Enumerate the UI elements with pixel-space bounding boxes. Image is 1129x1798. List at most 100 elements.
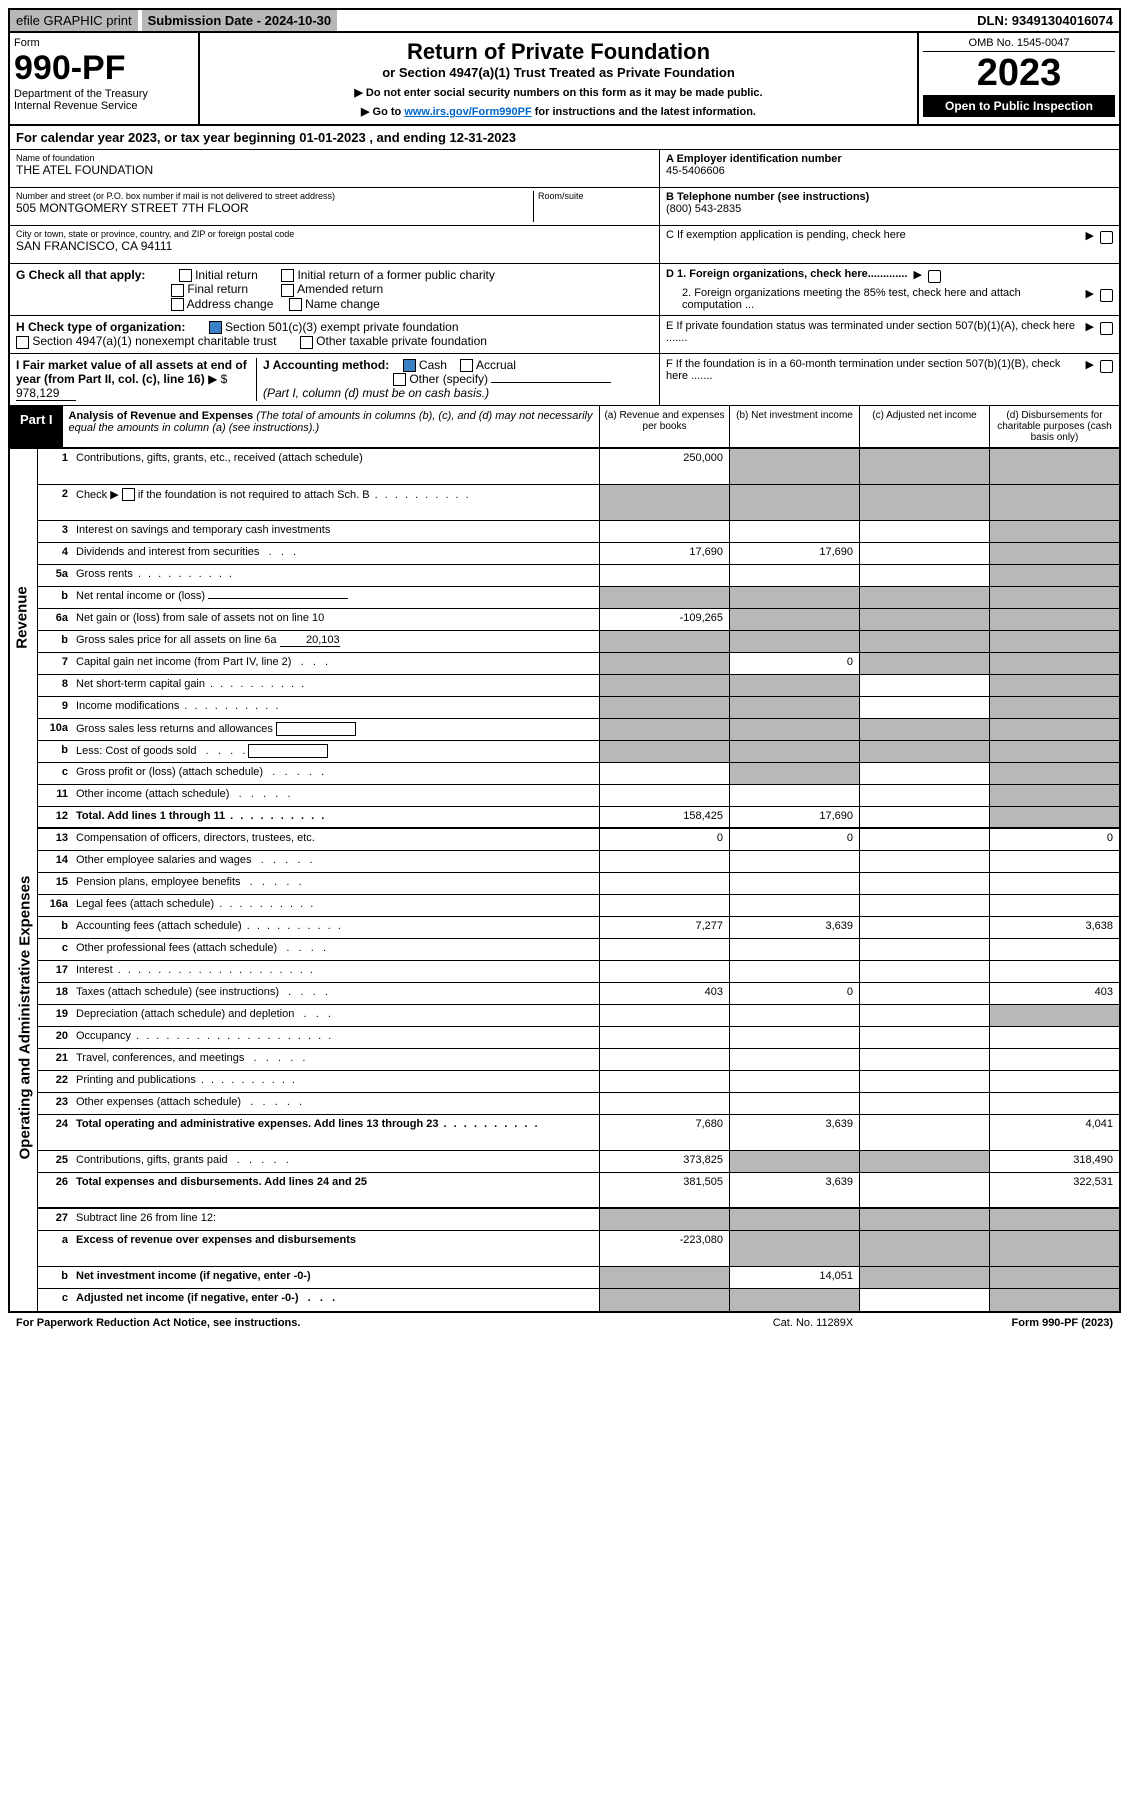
s501-checkbox[interactable] <box>209 321 222 334</box>
foundation-name: THE ATEL FOUNDATION <box>16 163 653 177</box>
table-row: cAdjusted net income (if negative, enter… <box>38 1289 1119 1311</box>
ein-label: A Employer identification number <box>666 153 842 165</box>
table-row: 9Income modifications <box>38 697 1119 719</box>
pra-notice: For Paperwork Reduction Act Notice, see … <box>16 1317 713 1329</box>
main-table: Revenue Operating and Administrative Exp… <box>8 449 1121 1313</box>
ein-value: 45-5406606 <box>666 165 725 177</box>
table-row: 26Total expenses and disbursements. Add … <box>38 1173 1119 1209</box>
dln: DLN: 93491304016074 <box>971 10 1119 31</box>
page-footer: For Paperwork Reduction Act Notice, see … <box>8 1313 1121 1333</box>
table-row: cOther professional fees (attach schedul… <box>38 939 1119 961</box>
form-subtitle: or Section 4947(a)(1) Trust Treated as P… <box>206 65 911 80</box>
col-d-header: (d) Disbursements for charitable purpose… <box>989 406 1119 447</box>
table-row: 17Interest <box>38 961 1119 983</box>
instruction-1: ▶ Do not enter social security numbers o… <box>206 86 911 99</box>
d1-checkbox[interactable] <box>928 270 941 283</box>
top-bar: efile GRAPHIC print Submission Date - 20… <box>8 8 1121 33</box>
amended-checkbox[interactable] <box>281 284 294 297</box>
table-row: aExcess of revenue over expenses and dis… <box>38 1231 1119 1267</box>
table-row: 24Total operating and administrative exp… <box>38 1115 1119 1151</box>
calendar-year: For calendar year 2023, or tax year begi… <box>8 126 1121 150</box>
address: 505 MONTGOMERY STREET 7TH FLOOR <box>16 201 533 215</box>
form-title: Return of Private Foundation <box>206 39 911 65</box>
table-row: 7Capital gain net income (from Part IV, … <box>38 653 1119 675</box>
table-row: 13Compensation of officers, directors, t… <box>38 829 1119 851</box>
city-label: City or town, state or province, country… <box>16 229 653 239</box>
table-row: bNet investment income (if negative, ent… <box>38 1267 1119 1289</box>
efile-label: efile GRAPHIC print <box>10 10 138 31</box>
revenue-label: Revenue <box>14 567 31 667</box>
table-row: 6aNet gain or (loss) from sale of assets… <box>38 609 1119 631</box>
tax-year: 2023 <box>923 52 1115 95</box>
room-label: Room/suite <box>538 191 653 201</box>
part1-header: Part I Analysis of Revenue and Expenses … <box>8 406 1121 449</box>
form-link[interactable]: www.irs.gov/Form990PF <box>404 106 531 118</box>
table-row: 1Contributions, gifts, grants, etc., rec… <box>38 449 1119 485</box>
table-row: 14Other employee salaries and wages . . … <box>38 851 1119 873</box>
table-row: 18Taxes (attach schedule) (see instructi… <box>38 983 1119 1005</box>
final-return-checkbox[interactable] <box>171 284 184 297</box>
instruction-2: ▶ Go to www.irs.gov/Form990PF for instru… <box>206 105 911 118</box>
initial-former-checkbox[interactable] <box>281 269 294 282</box>
submission-date: Submission Date - 2024-10-30 <box>142 10 338 31</box>
form-ref: Form 990-PF (2023) <box>913 1317 1113 1329</box>
col-a-header: (a) Revenue and expenses per books <box>599 406 729 447</box>
table-row: 8Net short-term capital gain <box>38 675 1119 697</box>
table-row: bLess: Cost of goods sold . . . . <box>38 741 1119 763</box>
d2-label: 2. Foreign organizations meeting the 85%… <box>666 287 1080 311</box>
expenses-label: Operating and Administrative Expenses <box>17 872 34 1162</box>
addr-label: Number and street (or P.O. box number if… <box>16 191 533 201</box>
name-label: Name of foundation <box>16 153 653 163</box>
j-note: (Part I, column (d) must be on cash basi… <box>263 386 489 400</box>
table-row: 5aGross rents <box>38 565 1119 587</box>
irs-label: Internal Revenue Service <box>14 100 194 112</box>
table-row: 21Travel, conferences, and meetings . . … <box>38 1049 1119 1071</box>
form-number: 990-PF <box>14 49 194 88</box>
city-state-zip: SAN FRANCISCO, CA 94111 <box>16 239 653 253</box>
table-row: 15Pension plans, employee benefits . . .… <box>38 873 1119 895</box>
table-row: 23Other expenses (attach schedule) . . .… <box>38 1093 1119 1115</box>
table-row: 2Check ▶ if the foundation is not requir… <box>38 485 1119 521</box>
table-row: 16aLegal fees (attach schedule) <box>38 895 1119 917</box>
part1-label: Part I <box>10 406 63 447</box>
table-row: 19Depreciation (attach schedule) and dep… <box>38 1005 1119 1027</box>
dept-treasury: Department of the Treasury <box>14 88 194 100</box>
table-row: 25Contributions, gifts, grants paid . . … <box>38 1151 1119 1173</box>
phone-value: (800) 543-2835 <box>666 203 741 215</box>
cash-checkbox[interactable] <box>403 359 416 372</box>
table-row: 27Subtract line 26 from line 12: <box>38 1209 1119 1231</box>
address-change-checkbox[interactable] <box>171 298 184 311</box>
s4947-checkbox[interactable] <box>16 336 29 349</box>
form-header: Form 990-PF Department of the Treasury I… <box>8 33 1121 126</box>
open-inspection: Open to Public Inspection <box>923 95 1115 117</box>
name-change-checkbox[interactable] <box>289 298 302 311</box>
h-label: H Check type of organization: <box>16 320 185 334</box>
e-checkbox[interactable] <box>1100 322 1113 335</box>
table-row: 12Total. Add lines 1 through 11158,42517… <box>38 807 1119 829</box>
f-label: F If the foundation is in a 60-month ter… <box>666 358 1080 382</box>
c-label: C If exemption application is pending, c… <box>666 229 1080 241</box>
info-section: Name of foundation THE ATEL FOUNDATION N… <box>8 150 1121 264</box>
other-method-checkbox[interactable] <box>393 373 406 386</box>
form-label: Form <box>14 37 194 49</box>
table-row: bGross sales price for all assets on lin… <box>38 631 1119 653</box>
f-checkbox[interactable] <box>1100 360 1113 373</box>
omb-number: OMB No. 1545-0047 <box>923 37 1115 52</box>
table-row: bAccounting fees (attach schedule)7,2773… <box>38 917 1119 939</box>
other-tax-checkbox[interactable] <box>300 336 313 349</box>
schb-checkbox[interactable] <box>122 488 135 501</box>
accrual-checkbox[interactable] <box>460 359 473 372</box>
g-label: G Check all that apply: <box>16 268 145 282</box>
cat-number: Cat. No. 11289X <box>713 1317 913 1329</box>
table-row: 3Interest on savings and temporary cash … <box>38 521 1119 543</box>
table-row: 20Occupancy <box>38 1027 1119 1049</box>
e-label: E If private foundation status was termi… <box>666 320 1080 344</box>
c-checkbox[interactable] <box>1100 231 1113 244</box>
part1-title: Analysis of Revenue and Expenses <box>69 410 254 422</box>
table-row: cGross profit or (loss) (attach schedule… <box>38 763 1119 785</box>
phone-label: B Telephone number (see instructions) <box>666 191 869 203</box>
table-row: 22Printing and publications <box>38 1071 1119 1093</box>
d2-checkbox[interactable] <box>1100 289 1113 302</box>
initial-return-checkbox[interactable] <box>179 269 192 282</box>
table-row: 11Other income (attach schedule) . . . .… <box>38 785 1119 807</box>
